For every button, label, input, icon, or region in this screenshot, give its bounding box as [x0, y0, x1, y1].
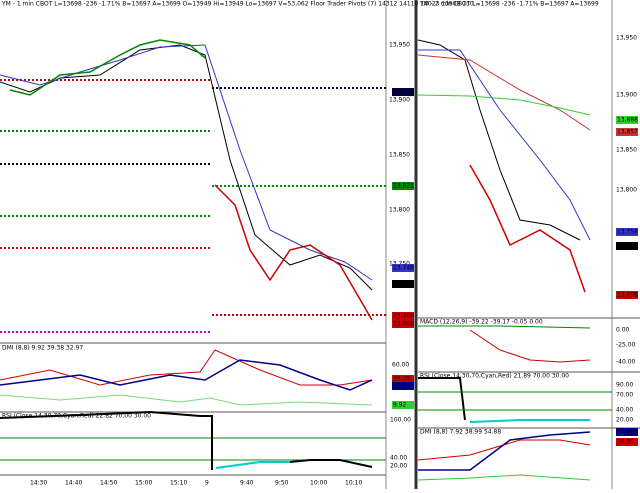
tag-box: [392, 280, 414, 288]
tag-box: [392, 320, 414, 328]
tag-box: [392, 88, 414, 96]
panel-tag: 39.38: [393, 376, 410, 383]
price-axis-label: 13,800: [616, 187, 637, 194]
panel-axis-label: -40.00: [616, 359, 636, 366]
price-tag: 13,857: [617, 129, 638, 136]
price-tag: 13,747: [617, 243, 638, 250]
tag-box: [616, 242, 638, 250]
time-axis-label: 14:50: [100, 480, 117, 487]
time-axis-label: 10:00: [310, 480, 327, 487]
panel-tag: 54.88: [617, 429, 634, 436]
price-axis-label: 13,900: [616, 92, 637, 99]
panel-tag: 32.97: [393, 383, 410, 390]
price-tag: 13,758: [617, 229, 638, 236]
header: YM - 2 min CBOT L=13698 -236 -1.71% B=13…: [419, 1, 599, 8]
panel-label: RSI (Close,14,30,70,Cyan,Red) 22.82 70.0…: [2, 413, 151, 420]
time-axis-label: 14:40: [65, 480, 82, 487]
panel-axis-label: 40.00: [390, 455, 407, 462]
price-axis-label: 13,800: [389, 207, 410, 214]
price-tag: 13,698: [617, 292, 638, 299]
price-tag: 13,688: [393, 321, 414, 328]
time-axis-label: 15:00: [135, 480, 152, 487]
price-tag: 13,908: [393, 89, 414, 96]
price-axis-label: 13,850: [616, 147, 637, 154]
tag-box: [616, 291, 638, 299]
price-axis-label: 13,950: [616, 35, 637, 42]
panel-axis-label: 20.00: [616, 417, 633, 424]
time-axis-label: 9:50: [275, 480, 289, 487]
price-axis-label: 13,900: [389, 97, 410, 104]
time-axis-label: 14:30: [30, 480, 47, 487]
time-axis-label: 15:10: [170, 480, 187, 487]
price-tag: 13,734: [393, 281, 414, 288]
tag-box: [616, 438, 638, 446]
time-axis-label: 10:10: [345, 480, 362, 487]
tag-box: [616, 128, 638, 136]
panel-axis-label: 60.00: [392, 362, 409, 369]
tag-box: [392, 182, 414, 190]
panel-label: DMI (8,8) 7.92 38.99 54.88: [420, 429, 501, 436]
time-axis-label: 9:40: [240, 480, 254, 487]
price-tag: 13,821: [393, 183, 414, 190]
header: YM - 1 min CBOT L=13698 -236 -1.71% B=13…: [1, 1, 480, 8]
panel-axis-label: 90.00: [616, 382, 633, 389]
price-axis-label: 13,950: [389, 42, 410, 49]
price-tag: 13,888: [617, 117, 638, 124]
tag-box: [616, 116, 638, 124]
panel-tag: 9.92: [393, 402, 407, 409]
panel-label: RSI (Close,14,30,70,Cyan,Red) 21.89 70.0…: [420, 373, 569, 380]
price-tag: 13,709: [393, 313, 414, 320]
panel-axis-label: 0.00: [616, 327, 630, 334]
panel-axis-label: 100.00: [390, 417, 411, 424]
panel-tag: 38.99: [617, 439, 634, 446]
price-axis-label: 13,850: [389, 152, 410, 159]
panel-axis-label: -25.00: [616, 342, 636, 349]
panel-label: DMI (8,8) 9.92 39.38 32.97: [2, 345, 83, 352]
tag-box: [392, 382, 414, 390]
panel-axis-label: 20.00: [390, 463, 407, 470]
time-axis-label: 9: [205, 480, 209, 487]
tag-box: [392, 264, 414, 272]
panel-axis-label: 40.00: [616, 407, 633, 414]
panel-label: MACD (12,26,9) -39.22 -39.17 -0.05 0.00: [420, 319, 543, 326]
tag-box: [392, 312, 414, 320]
panel-axis-label: 70.00: [616, 392, 633, 399]
tag-box: [392, 375, 414, 383]
tag-box: [616, 428, 638, 436]
tag-box: [392, 401, 414, 409]
price-tag: 13,748: [393, 265, 414, 272]
tag-box: [616, 228, 638, 236]
